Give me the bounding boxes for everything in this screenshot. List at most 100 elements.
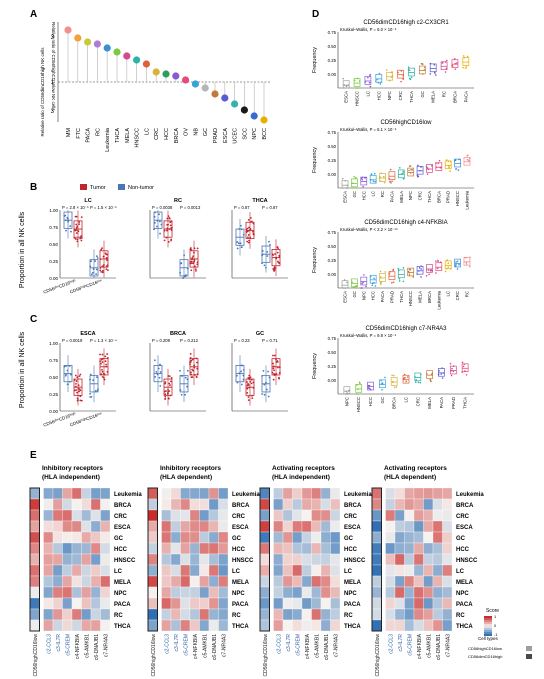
point: [184, 376, 187, 379]
heatmap-cell: [282, 498, 293, 511]
point: [171, 226, 173, 229]
heatmap-cell: [170, 498, 181, 511]
point: [96, 376, 98, 378]
y-tick: 0.50: [49, 375, 58, 380]
point: [75, 223, 78, 226]
heatmap-cell: [43, 520, 54, 533]
heatmap-cell: [423, 487, 434, 500]
point: [389, 168, 392, 171]
point: [445, 159, 448, 161]
point: [273, 369, 275, 372]
heatmap-cell: [62, 509, 73, 522]
point: [415, 379, 417, 381]
heatmap-cell: [170, 597, 181, 610]
point: [437, 373, 440, 376]
point: [159, 371, 162, 373]
heatmap-cell: [199, 520, 210, 533]
heatmap-cell: [147, 553, 158, 566]
point: [191, 257, 194, 259]
heatmap-cell: [218, 520, 229, 533]
heatmap-cell: [394, 509, 405, 522]
heatmap-cell: [90, 619, 101, 632]
heatmap-cell: [404, 509, 415, 522]
point: [442, 372, 445, 374]
heatmap-cell: [71, 619, 82, 632]
point: [402, 172, 404, 174]
heatmap-row-label: LC: [114, 569, 123, 575]
heatmap-cell: [81, 608, 92, 621]
point: [342, 187, 345, 189]
point: [469, 157, 471, 160]
heatmap-cell: [273, 520, 284, 533]
heatmap-cell: [259, 586, 270, 599]
heatmap-cell: [71, 498, 82, 511]
heatmap-cell: [273, 509, 284, 522]
heatmap-cell: [273, 487, 284, 500]
point: [153, 228, 155, 231]
frequency-title: CD56dimCD16high c7-NR4A3: [365, 326, 447, 332]
point: [101, 353, 104, 356]
heatmap-cell: [432, 487, 443, 500]
point: [102, 255, 105, 258]
heatmap-cell: [330, 586, 341, 599]
point: [273, 354, 276, 357]
point: [353, 79, 356, 82]
heatmap-cell: [189, 575, 200, 588]
panel-a-tick-mid: 1: [51, 80, 55, 86]
point: [156, 219, 159, 222]
category-label: PRAD: [389, 291, 394, 303]
point: [464, 370, 466, 372]
point: [346, 392, 348, 395]
heatmap-cell: [413, 531, 424, 544]
heatmap-cell: [52, 542, 63, 555]
point: [466, 158, 469, 161]
point: [426, 373, 428, 375]
point: [418, 270, 420, 272]
point: [447, 266, 450, 268]
heatmap-row-label: HNSCC: [114, 558, 136, 564]
heatmap-cell: [147, 520, 158, 533]
heatmap-cell: [29, 608, 40, 621]
y-tick: 0.00: [328, 172, 337, 177]
heatmap-cell: [90, 509, 101, 522]
cancer-label: FTC: [76, 128, 82, 139]
heatmap-row-label: PACA: [114, 602, 131, 608]
point: [356, 77, 359, 80]
heatmap-cell: [404, 553, 415, 566]
point: [410, 168, 412, 171]
heatmap-cell: [81, 564, 92, 577]
point: [164, 393, 167, 396]
point: [184, 275, 187, 278]
point: [163, 239, 166, 242]
legend-tumor-swatch: [80, 184, 87, 190]
point: [248, 239, 251, 242]
heatmap-row-label: Leukemia: [456, 492, 484, 498]
category-label: PACA: [439, 397, 444, 409]
heatmap-cell: [311, 597, 322, 610]
heatmap-cell: [394, 575, 405, 588]
heatmap-cell: [199, 487, 210, 500]
point: [169, 221, 172, 224]
point: [450, 374, 453, 377]
point: [456, 260, 459, 263]
point: [183, 254, 186, 257]
boxplot-rc: RCP = 0.0038 P = 0.0013: [149, 198, 206, 279]
category-label: RC: [442, 91, 447, 97]
heatmap-cell: [147, 597, 158, 610]
category-label: Leukemia: [464, 190, 469, 209]
point: [195, 375, 198, 378]
point: [395, 386, 398, 388]
heatmap-cell: [208, 487, 219, 500]
point: [397, 71, 399, 74]
point: [272, 367, 275, 370]
cancer-label: HCC: [164, 128, 170, 140]
heatmap-cell: [423, 619, 434, 632]
box: [341, 180, 349, 189]
point: [402, 77, 404, 80]
point: [237, 242, 240, 245]
heatmap-subtitle: (HLA dependent): [384, 474, 436, 481]
lollipop-dot: [221, 94, 229, 102]
heatmap-subtitle: (HLA independent): [272, 474, 330, 481]
heatmap-cell: [218, 509, 229, 522]
heatmap-cell: [52, 619, 63, 632]
